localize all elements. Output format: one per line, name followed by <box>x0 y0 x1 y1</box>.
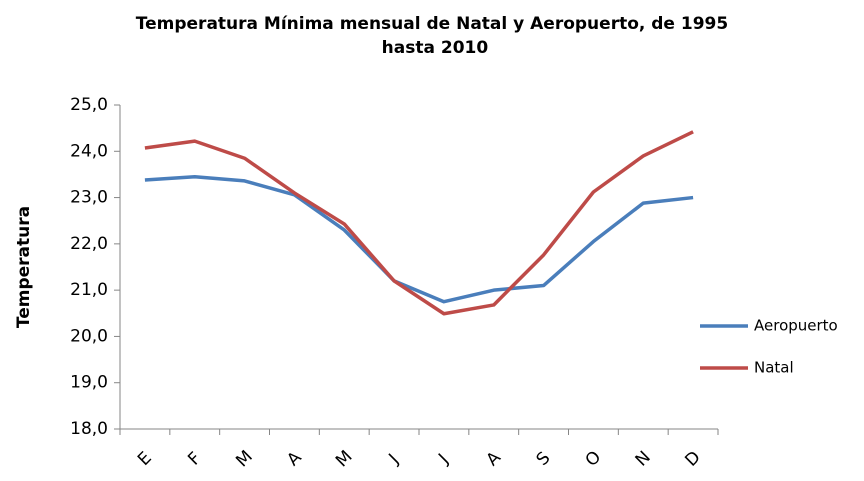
y-tick-label: 22,0 <box>70 234 108 254</box>
y-tick-label: 25,0 <box>70 95 108 115</box>
x-tick-label: A <box>483 448 506 471</box>
x-tick-label: N <box>632 447 655 470</box>
x-tick-label: A <box>283 448 306 471</box>
y-tick-label: 24,0 <box>70 141 108 161</box>
x-tick-label: F <box>184 448 205 469</box>
legend-label: Aeropuerto <box>754 317 838 335</box>
x-tick-label: E <box>134 448 156 470</box>
series-line <box>144 130 694 316</box>
y-tick-label: 23,0 <box>70 188 108 208</box>
x-tick-label: S <box>533 448 555 470</box>
y-tick-label: 18,0 <box>70 419 108 439</box>
series-line <box>144 174 694 304</box>
x-tick-label: M <box>232 447 257 472</box>
y-tick-label: 19,0 <box>70 373 108 393</box>
x-tick-label: J <box>385 450 403 468</box>
y-axis-label: Temperatura <box>14 206 34 328</box>
x-tick-label: D <box>681 447 704 470</box>
x-tick-label: O <box>582 447 606 471</box>
x-tick-label: M <box>332 447 357 472</box>
legend-label: Natal <box>754 359 794 377</box>
x-tick-label: J <box>434 450 452 468</box>
y-tick-label: 20,0 <box>70 326 108 346</box>
chart-title: Temperatura Mínima mensual de Natal y Ae… <box>136 14 728 58</box>
y-tick-label: 21,0 <box>70 280 108 300</box>
